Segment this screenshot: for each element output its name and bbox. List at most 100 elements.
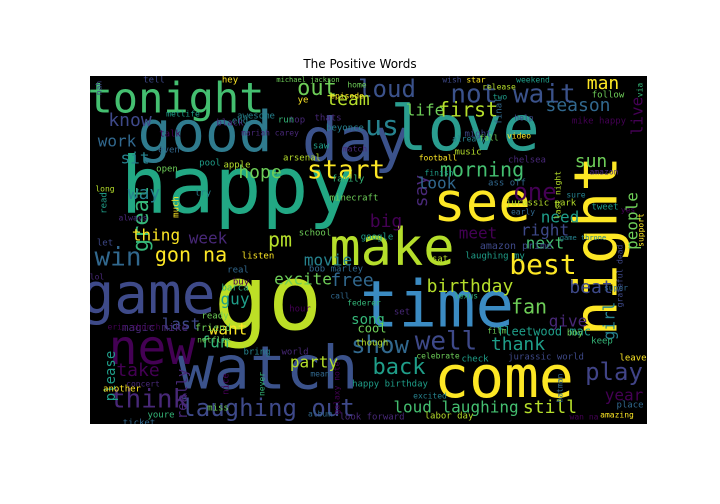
word-hour: hour [289, 305, 311, 315]
word-work: work [98, 132, 137, 151]
word-mariah-carey: mariah carey [241, 129, 299, 138]
word-place: place [616, 401, 643, 411]
word-way: way [128, 183, 161, 204]
word-keep: keep [591, 337, 613, 347]
word-ass-off: ass off [488, 179, 526, 189]
word-top: top [289, 116, 305, 126]
word-world: world [281, 348, 308, 358]
word-season: season [545, 95, 610, 116]
word-lexus: lexus [454, 292, 478, 301]
word-boy: boy [567, 329, 584, 339]
word-sun: sun [575, 151, 608, 172]
word-listen: listen [242, 252, 275, 262]
word-go: go [214, 246, 322, 351]
word-wan-na: wan na [570, 413, 599, 422]
word-sat: sat [432, 255, 448, 265]
word-back: back [373, 355, 426, 380]
word-minecraft: minecraft [330, 194, 379, 204]
word-hope: hope [238, 162, 281, 183]
word-really: really [175, 369, 191, 420]
word-google: google [361, 233, 394, 243]
word-jurassic-world: jurassic world [508, 353, 584, 363]
word-win: win [95, 243, 142, 273]
word-best: best [509, 248, 576, 281]
word-last: last [162, 315, 201, 334]
word-bring: bring [243, 348, 270, 358]
word-ready: ready [201, 312, 229, 322]
word-awesome: awesome [237, 112, 275, 122]
word-pool: pool [199, 159, 221, 169]
word-last-night: last night [554, 171, 563, 219]
word-two: two [493, 93, 508, 102]
word-watch: watch [178, 334, 359, 404]
word-know: know [108, 110, 152, 131]
word-video: video [507, 132, 531, 141]
word-tweet: tweet [591, 203, 618, 213]
word-give: give [549, 312, 588, 331]
word-ye: ye [298, 96, 309, 106]
word-star: star [466, 76, 485, 85]
word-nah: nah [95, 81, 104, 96]
word-friend: friend [195, 323, 231, 334]
word-never: never [258, 372, 267, 396]
word-metlife: metlife [166, 110, 200, 119]
word-free: free [330, 270, 373, 291]
word-call: call [330, 292, 349, 301]
word-much: much [172, 196, 182, 218]
word-birthday: birthday [427, 276, 514, 297]
word-man: man [587, 76, 620, 94]
word-early: early [511, 208, 535, 217]
word-film: film [487, 327, 506, 336]
word-excite: excite [274, 270, 332, 289]
word-try: try [195, 189, 212, 199]
word-arsenal: arsenal [283, 154, 321, 164]
word-excited: excited [413, 392, 447, 401]
word-grateful-dead: grateful dead [616, 245, 625, 308]
word-start: start [307, 156, 385, 186]
word-buy: buy [233, 278, 250, 288]
word-loud: loud [358, 76, 416, 103]
word-open: open [156, 165, 178, 175]
word-good: good [138, 100, 273, 165]
word-apple: apple [223, 161, 250, 171]
word-final: final [495, 97, 505, 124]
word-laughing-my: laughing my [465, 252, 525, 262]
word-gon-na: gon na [155, 243, 227, 267]
word-end: end [232, 117, 248, 127]
word-happy-birthday: happy birthday [352, 380, 428, 390]
word-miss: miss [207, 404, 229, 414]
word-tell: tell [143, 76, 165, 86]
word-jurassic-park: jurassic park [506, 199, 577, 209]
word-real: real [227, 266, 249, 276]
word-people: people [623, 192, 642, 250]
word-another: another [103, 385, 142, 395]
word-super: super [604, 284, 628, 293]
word-leave: leave [619, 354, 646, 364]
word-not-wait: not wait [450, 80, 575, 110]
word-eric-church: eric church [108, 323, 161, 332]
word-nice: nice [222, 373, 232, 395]
word-read: read [100, 192, 110, 214]
word-football: football [419, 154, 458, 163]
word-fall: fall [479, 134, 498, 143]
word-though: though [356, 339, 389, 349]
word-love: love [390, 92, 539, 165]
word-galaxy-note: galaxy note [333, 361, 342, 414]
word-yes: yes [621, 206, 636, 215]
word-great: great [129, 186, 154, 252]
word-labor-day: labor day [425, 412, 474, 422]
word-guy: guy [221, 290, 250, 309]
word-federer: federer [347, 299, 381, 308]
word-well: well [415, 327, 478, 357]
word-episode: episode [330, 92, 364, 101]
word-loud-laughing: loud laughing [393, 398, 518, 417]
word-us: us [365, 109, 399, 142]
word-show: show [351, 331, 409, 359]
word-mean: mean [310, 370, 329, 379]
word-amazon: amazon [590, 168, 619, 177]
word-sit: sit [121, 149, 150, 168]
word-amazing: amazing [600, 411, 634, 420]
word-cool: cool [358, 322, 387, 336]
word-morning: morning [440, 158, 524, 182]
